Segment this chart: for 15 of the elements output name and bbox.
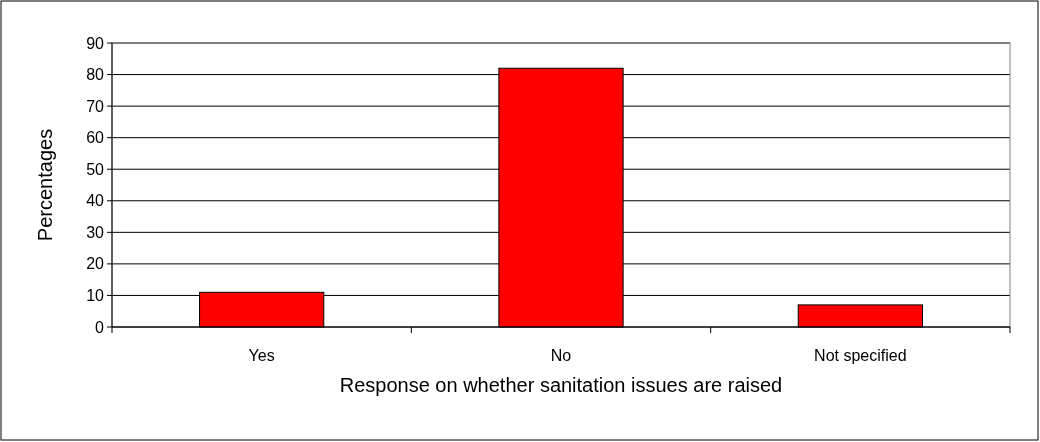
y-axis-title: Percentages [34,128,56,242]
y-tick-label: 10 [86,287,105,305]
y-tick-label: 90 [86,34,105,52]
x-tick-label: Yes [248,347,275,364]
y-tick-label: 0 [95,318,105,336]
y-tick-label: 30 [86,223,105,241]
x-tick-label: Not specified [814,347,907,364]
y-tick-label: 80 [86,66,105,84]
y-tick-label: 50 [86,160,105,178]
x-axis-title: Response on whether sanitation issues are raised [339,374,783,396]
y-tick-label: 20 [86,255,105,273]
x-tick-label: No [550,347,572,364]
y-tick-label: 40 [86,192,105,210]
y-tick-label: 70 [86,97,105,115]
y-tick-label: 60 [86,129,105,147]
